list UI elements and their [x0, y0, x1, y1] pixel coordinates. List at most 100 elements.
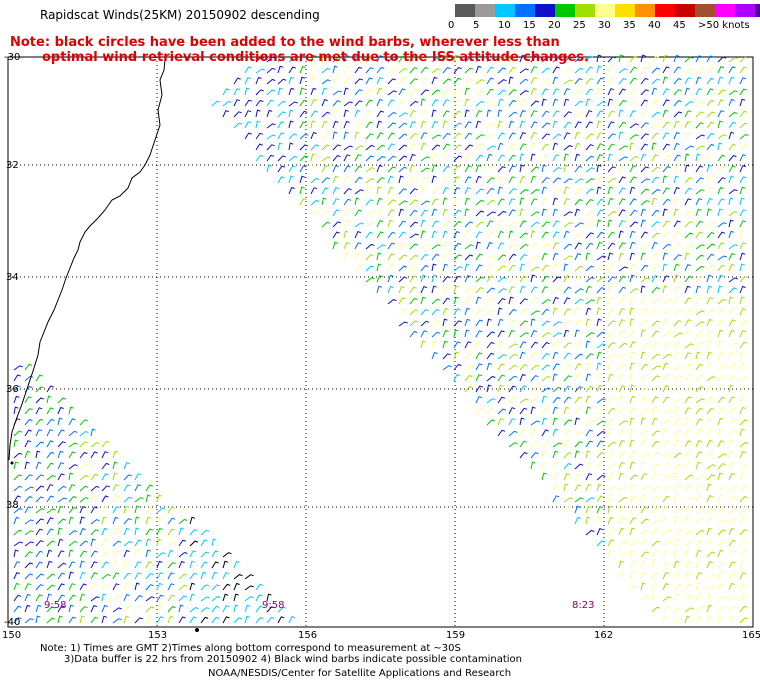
wind-barb: [552, 386, 562, 393]
wind-barb: [717, 242, 725, 250]
wind-barb: [134, 539, 142, 547]
wind-barb: [398, 254, 408, 261]
wind-barb: [387, 242, 395, 250]
wind-barb: [431, 120, 439, 129]
wind-barb: [57, 518, 67, 525]
wind-barb: [519, 98, 527, 107]
wind-barb: [530, 297, 538, 305]
wind-barb: [398, 220, 407, 228]
lat-label: 36: [6, 384, 19, 395]
wind-barb: [508, 209, 516, 217]
wind-barb: [607, 276, 616, 283]
wind-barb: [409, 110, 417, 118]
wind-barb: [79, 430, 89, 437]
wind-barb: [640, 264, 649, 272]
wind-barb: [706, 593, 713, 602]
wind-barb: [585, 362, 592, 371]
wind-barb: [453, 308, 461, 316]
wind-barb: [574, 288, 584, 294]
wind-barb: [497, 318, 504, 327]
wind-barb: [343, 54, 350, 63]
wind-barb: [376, 285, 383, 294]
wind-barb: [728, 430, 737, 437]
wind-barb: [497, 408, 507, 415]
wind-barb: [717, 615, 723, 624]
wind-barb: [13, 561, 21, 569]
wind-barb: [354, 189, 364, 195]
wind-barb: [365, 254, 374, 261]
wind-barb: [684, 77, 692, 85]
wind-barb: [519, 232, 529, 239]
wind-barb: [717, 408, 727, 415]
wind-barb: [431, 298, 441, 305]
wind-barb: [442, 176, 451, 184]
wind-barb: [453, 176, 461, 184]
wind-barb: [24, 506, 32, 514]
wind-barb: [222, 593, 229, 602]
wind-barb: [508, 407, 516, 415]
wind-barb: [156, 494, 162, 503]
wind-barb: [409, 120, 416, 129]
wind-barb: [695, 68, 705, 74]
wind-barb: [530, 429, 538, 437]
wind-barb: [684, 497, 694, 503]
wind-barb: [145, 573, 154, 580]
wind-barb: [530, 110, 538, 118]
wind-barb: [629, 461, 636, 470]
wind-barb: [640, 551, 649, 558]
wind-barb: [706, 551, 716, 558]
wind-barb: [101, 485, 110, 492]
wind-barb: [695, 297, 703, 305]
wind-barb: [431, 134, 441, 140]
wind-barb: [673, 452, 683, 459]
wind-barb: [673, 397, 683, 404]
wind-barb: [662, 299, 672, 305]
wind-barb: [563, 364, 573, 371]
wind-barb: [574, 505, 581, 514]
wind-barb: [332, 155, 341, 162]
wind-barb: [35, 528, 44, 536]
wind-barb: [706, 351, 713, 360]
wind-barb: [662, 143, 671, 151]
wind-barb: [728, 230, 735, 239]
wind-barb: [332, 100, 341, 107]
wind-barb: [640, 506, 649, 514]
wind-barb: [57, 562, 67, 569]
wind-barb: [563, 320, 573, 327]
wind-barb: [409, 221, 419, 228]
wind-barb: [46, 517, 54, 525]
wind-barb: [728, 308, 736, 316]
wind-barb: [167, 583, 175, 591]
wind-barb: [167, 528, 176, 536]
wind-barb: [442, 253, 450, 261]
wind-barb: [376, 120, 383, 129]
wind-barb: [13, 485, 23, 492]
wind-barb: [13, 406, 19, 415]
wind-barb: [497, 198, 505, 206]
wind-barb: [387, 56, 397, 63]
wind-barb: [739, 154, 747, 162]
wind-barb: [112, 540, 122, 547]
wind-barb: [728, 263, 735, 272]
wind-barb: [211, 605, 220, 613]
wind-barb: [497, 120, 503, 129]
wind-barb: [255, 132, 264, 140]
wind-barb: [387, 186, 394, 195]
wind-barb: [728, 485, 738, 492]
wind-barb: [629, 395, 636, 404]
wind-barb: [563, 286, 572, 294]
wind-barb: [486, 88, 495, 96]
wind-barb: [618, 99, 627, 107]
wind-barb: [332, 175, 339, 184]
wind-barb: [541, 375, 551, 382]
wind-barb: [123, 572, 132, 580]
wind-barb: [35, 485, 45, 492]
wind-barb: [596, 219, 602, 228]
wind-barb: [651, 430, 660, 437]
wind-barb: [222, 100, 232, 107]
wind-barb: [453, 254, 462, 261]
wind-barb: [618, 131, 624, 140]
footer-credit: NOAA/NESDIS/Center for Satellite Applica…: [208, 668, 512, 679]
wind-barb: [90, 538, 96, 547]
wind-barb: [486, 331, 495, 338]
